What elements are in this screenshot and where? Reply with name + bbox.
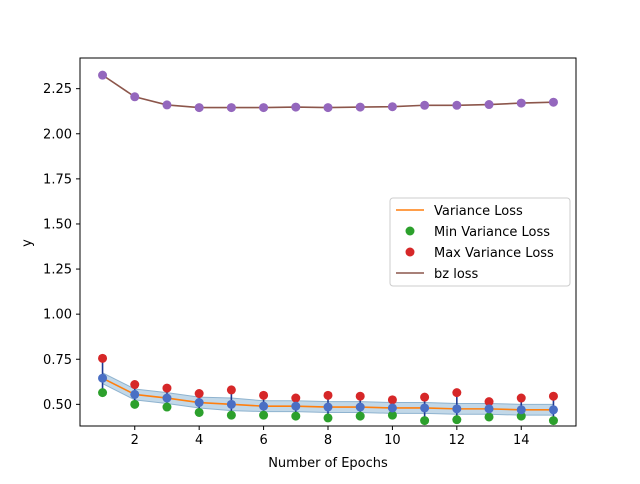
max-variance-point	[259, 390, 269, 400]
max-variance-point	[355, 391, 365, 401]
y-tick-label: 0.50	[43, 398, 72, 413]
max-variance-point	[162, 383, 172, 393]
max-variance-point	[291, 393, 301, 403]
max-variance-point	[420, 392, 430, 402]
legend-label-min-variance-loss: Min Variance Loss	[434, 225, 550, 240]
bz-loss-point	[548, 97, 558, 107]
variance-mean-point	[291, 401, 301, 411]
variance-mean-point	[162, 393, 172, 403]
x-tick-label: 14	[513, 433, 530, 448]
min-variance-point	[420, 416, 430, 426]
y-axis-ticks: 0.50 0.75 1.00 1.25 1.50 1.75 2.00 2.25	[43, 82, 80, 413]
max-variance-point	[548, 391, 558, 401]
y-tick-label: 1.25	[43, 263, 72, 278]
min-variance-point	[259, 410, 269, 420]
variance-mean-point	[194, 398, 204, 408]
max-variance-point	[452, 388, 462, 398]
legend-marker-min-variance-loss	[405, 226, 415, 236]
max-variance-point	[226, 385, 236, 395]
variance-mean-point	[130, 389, 140, 399]
bz-loss-point	[259, 103, 269, 113]
variance-mean-point	[452, 404, 462, 414]
min-variance-point	[516, 411, 526, 421]
bz-loss-point	[226, 103, 236, 113]
legend: Variance Loss Min Variance Loss Max Vari…	[389, 197, 571, 287]
max-variance-point	[516, 393, 526, 403]
max-variance-point	[98, 353, 108, 363]
variance-mean-point	[98, 373, 108, 383]
y-tick-label: 1.00	[43, 308, 72, 323]
variance-mean-point	[516, 405, 526, 415]
y-tick-label: 1.50	[43, 217, 72, 232]
min-variance-point	[484, 412, 494, 422]
bz-loss-point	[516, 98, 526, 108]
legend-box	[389, 197, 571, 287]
bz-loss-point	[452, 100, 462, 110]
min-variance-point	[291, 411, 301, 421]
bz-loss-point	[323, 103, 333, 113]
variance-mean-point	[387, 403, 397, 413]
bz-loss-point	[387, 102, 397, 112]
y-tick-label: 2.00	[43, 127, 72, 142]
min-variance-point	[162, 402, 172, 412]
min-variance-point	[194, 407, 204, 417]
x-tick-label: 10	[384, 433, 401, 448]
max-variance-point	[387, 395, 397, 405]
min-variance-point	[98, 388, 108, 398]
x-tick-label: 12	[449, 433, 466, 448]
variance-mean-point	[323, 402, 333, 412]
x-axis-ticks: 2 4 6 8 10 12 14	[131, 426, 530, 448]
x-tick-label: 4	[195, 433, 203, 448]
legend-label-max-variance-loss: Max Variance Loss	[434, 246, 554, 261]
bz-loss-point	[98, 70, 108, 80]
x-tick-label: 6	[259, 433, 267, 448]
min-variance-point	[226, 410, 236, 420]
bz-loss-point	[420, 100, 430, 110]
variance-mean-point	[259, 401, 269, 411]
y-tick-label: 2.25	[43, 82, 72, 97]
min-variance-point	[452, 415, 462, 425]
max-variance-point	[323, 390, 333, 400]
plot-area	[98, 70, 558, 426]
bz-loss-point	[484, 100, 494, 110]
bz-loss-point	[130, 92, 140, 102]
legend-label-bz-loss: bz loss	[434, 267, 479, 282]
bz-loss-point	[194, 103, 204, 113]
min-variance-point	[387, 410, 397, 420]
x-axis-label: Number of Epochs	[268, 456, 388, 471]
x-tick-label: 2	[131, 433, 139, 448]
min-variance-point	[548, 416, 558, 426]
variance-mean-point	[355, 402, 365, 412]
y-tick-label: 0.75	[43, 353, 72, 368]
bz-loss-point	[355, 102, 365, 112]
max-variance-point	[130, 380, 140, 390]
max-variance-point	[194, 389, 204, 399]
bz-loss-point	[291, 102, 301, 112]
variance-mean-point	[548, 405, 558, 415]
legend-label-variance-loss: Variance Loss	[434, 204, 523, 219]
x-tick-label: 8	[324, 433, 332, 448]
min-variance-point	[130, 399, 140, 409]
y-tick-label: 1.75	[43, 172, 72, 187]
max-variance-point	[484, 397, 494, 407]
min-variance-point	[355, 411, 365, 421]
legend-marker-max-variance-loss	[405, 247, 415, 257]
variance-mean-point	[420, 403, 430, 413]
min-variance-point	[323, 413, 333, 423]
y-axis-label: y	[20, 239, 35, 247]
variance-mean-point	[484, 404, 494, 414]
variance-mean-point	[226, 399, 236, 409]
bz-loss-point	[162, 100, 172, 110]
